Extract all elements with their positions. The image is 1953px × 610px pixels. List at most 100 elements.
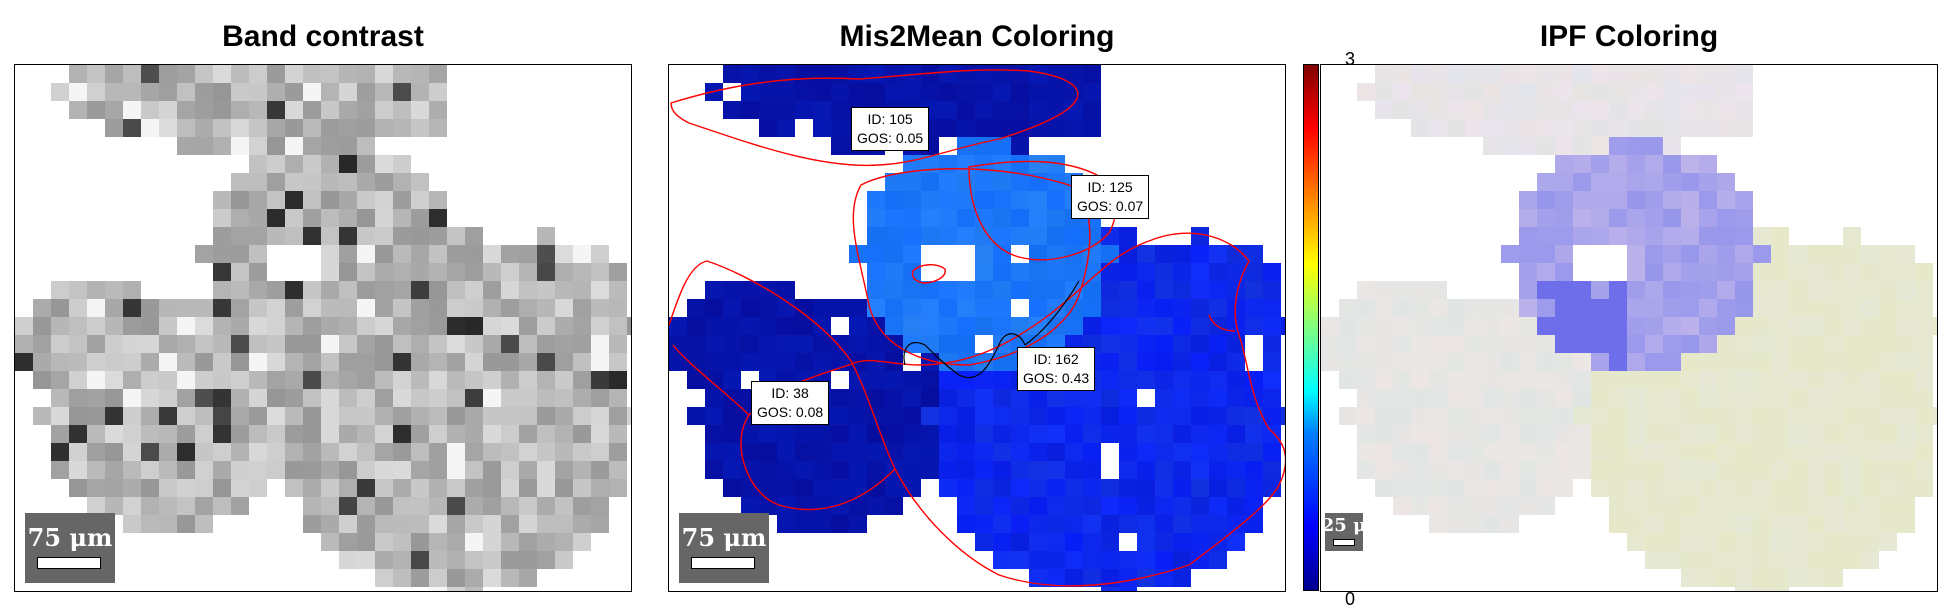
mis2mean-pixel xyxy=(1011,317,1029,335)
mis2mean-pixel xyxy=(939,317,957,335)
band-contrast-pixel xyxy=(87,425,105,443)
mis2mean-pixel xyxy=(759,353,777,371)
band-contrast-pixel xyxy=(159,101,177,119)
band-contrast-pixel xyxy=(393,65,411,83)
band-contrast-pixel xyxy=(123,101,141,119)
mis2mean-pixel xyxy=(1245,299,1263,317)
ipf-pixel xyxy=(1447,389,1465,407)
ipf-pixel xyxy=(1663,83,1681,101)
mis2mean-pixel xyxy=(1083,299,1101,317)
ipf-pixel xyxy=(1699,425,1717,443)
mis2mean-pixel xyxy=(1191,335,1209,353)
ipf-pixel xyxy=(1681,335,1699,353)
ipf-pixel xyxy=(1375,407,1393,425)
ipf-pixel xyxy=(1717,209,1735,227)
ipf-pixel xyxy=(1591,173,1609,191)
ipf-pixel xyxy=(1771,389,1789,407)
mis2mean-pixel xyxy=(1065,101,1083,119)
mis2mean-pixel xyxy=(1101,551,1119,569)
band-contrast-pixel xyxy=(33,353,51,371)
mis2mean-pixel xyxy=(1173,443,1191,461)
ipf-pixel xyxy=(1771,551,1789,569)
band-contrast-pixel xyxy=(231,479,249,497)
mis2mean-pixel xyxy=(1155,551,1173,569)
mis2mean-pixel xyxy=(903,335,921,353)
band-contrast-pixel xyxy=(411,425,429,443)
mis2mean-pixel xyxy=(1245,479,1263,497)
mis2mean-pixel xyxy=(1173,515,1191,533)
mis2mean-pixel xyxy=(867,407,885,425)
mis2mean-pixel xyxy=(1101,515,1119,533)
mis2mean-pixel xyxy=(1245,371,1263,389)
ipf-pixel xyxy=(1429,335,1447,353)
band-contrast-pixel xyxy=(51,281,69,299)
band-contrast-pixel xyxy=(519,569,537,587)
mis2mean-pixel xyxy=(1209,245,1227,263)
band-contrast-pixel xyxy=(195,407,213,425)
mis2mean-pixel xyxy=(831,461,849,479)
band-contrast-pixel xyxy=(33,407,51,425)
mis2mean-pixel xyxy=(1029,209,1047,227)
ipf-pixel xyxy=(1735,335,1753,353)
ipf-pixel xyxy=(1843,227,1861,245)
mis2mean-pixel xyxy=(1011,191,1029,209)
ipf-pixel xyxy=(1375,425,1393,443)
mis2mean-pixel xyxy=(1011,137,1029,155)
mis2mean-pixel xyxy=(939,407,957,425)
ipf-pixel xyxy=(1771,443,1789,461)
ipf-pixel xyxy=(1681,227,1699,245)
band-contrast-pixel xyxy=(411,479,429,497)
grain-id: ID: 162 xyxy=(1033,351,1079,367)
ipf-pixel xyxy=(1519,371,1537,389)
band-contrast-pixel xyxy=(357,551,375,569)
band-contrast-pixel xyxy=(429,119,447,137)
band-contrast-pixel xyxy=(609,371,627,389)
mis2mean-pixel xyxy=(1083,461,1101,479)
ipf-pixel xyxy=(1825,263,1843,281)
band-contrast-pixel xyxy=(321,497,339,515)
band-contrast-pixel xyxy=(267,317,285,335)
ipf-pixel xyxy=(1753,245,1771,263)
band-contrast-pixel xyxy=(285,83,303,101)
ipf-pixel xyxy=(1483,83,1501,101)
mis2mean-pixel xyxy=(1047,83,1065,101)
ipf-pixel xyxy=(1897,371,1915,389)
mis2mean-pixel xyxy=(993,209,1011,227)
band-contrast-pixel xyxy=(447,263,465,281)
ipf-pixel xyxy=(1393,83,1411,101)
mis2mean-pixel xyxy=(1119,425,1137,443)
band-contrast-pixel xyxy=(411,353,429,371)
ipf-pixel xyxy=(1663,335,1681,353)
band-contrast-pixel xyxy=(87,497,105,515)
band-contrast-pixel xyxy=(375,407,393,425)
mis2mean-pixel xyxy=(1083,497,1101,515)
ipf-pixel xyxy=(1357,335,1375,353)
ipf-pixel xyxy=(1339,299,1357,317)
ipf-pixel xyxy=(1681,533,1699,551)
band-contrast-pixel xyxy=(285,137,303,155)
ipf-pixel xyxy=(1447,119,1465,137)
ipf-pixel xyxy=(1609,173,1627,191)
ipf-pixel xyxy=(1699,497,1717,515)
band-contrast-pixel xyxy=(285,317,303,335)
band-contrast-pixel xyxy=(555,443,573,461)
mis2mean-pixel xyxy=(975,263,993,281)
ipf-pixel xyxy=(1555,317,1573,335)
band-contrast-pixel xyxy=(519,479,537,497)
ipf-pixel xyxy=(1879,317,1897,335)
mis2mean-pixel xyxy=(1119,515,1137,533)
band-contrast-pixel xyxy=(51,299,69,317)
ipf-pixel xyxy=(1483,101,1501,119)
band-contrast-pixel xyxy=(321,83,339,101)
band-contrast-pixel xyxy=(483,479,501,497)
ipf-pixel xyxy=(1519,119,1537,137)
band-contrast-pixel xyxy=(483,299,501,317)
band-contrast-pixel xyxy=(267,353,285,371)
ipf-pixel xyxy=(1591,371,1609,389)
band-contrast-pixel xyxy=(159,335,177,353)
band-contrast-pixel xyxy=(555,263,573,281)
mis2mean-pixel xyxy=(993,551,1011,569)
band-contrast-pixel xyxy=(393,479,411,497)
mis2mean-pixel xyxy=(939,173,957,191)
ipf-pixel xyxy=(1897,461,1915,479)
